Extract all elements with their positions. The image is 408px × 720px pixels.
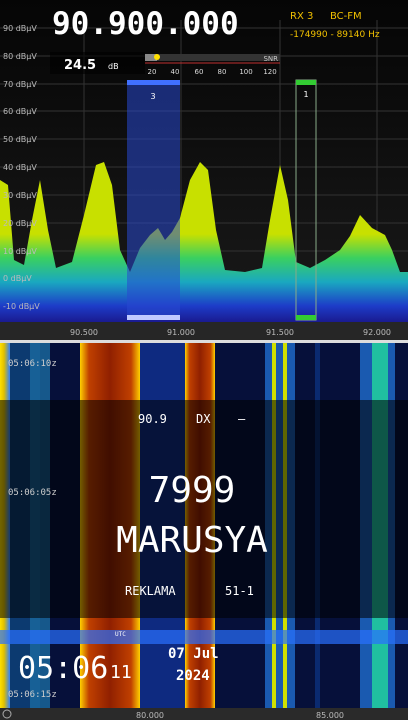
y-label: 90 dBµV (3, 24, 37, 33)
snr-tick: 100 (239, 68, 252, 76)
clock-seconds: 11 (110, 662, 132, 683)
timestamp: 05:06:05z (8, 488, 57, 498)
rds-type: DX (196, 412, 211, 426)
x-label: 90.500 (70, 328, 98, 337)
snr-tick: 120 (263, 68, 276, 76)
x-label: 80.000 (136, 711, 164, 720)
x-label: 91.000 (167, 328, 195, 337)
signal-unit: dB (108, 62, 119, 71)
waterfall-axis: 80.000 85.000 (0, 708, 408, 720)
timestamp: 05:06:15z (8, 690, 57, 700)
clock-time: 05:06 (18, 651, 108, 686)
channel-marker: 1 (303, 90, 308, 99)
waterfall: 05:06:10z 05:06:05z 05:06:15z 90.9 DX – … (0, 343, 408, 708)
snr-tick: 80 (218, 68, 227, 76)
y-label: 10 dBµV (3, 247, 37, 256)
spectrum-panel: 3 1 90 dBµV 80 dBµV 70 dBµV 60 dBµV 50 d… (0, 0, 408, 343)
y-label: 70 dBµV (3, 80, 37, 89)
timestamp: 05:06:10z (8, 359, 57, 369)
mode: BC-FM (330, 11, 362, 22)
clock-zone: UTC (115, 631, 126, 638)
channel-marker: 3 (150, 92, 155, 101)
rds-pi: 7999 (149, 470, 236, 511)
rds-frequency: 90.9 (138, 412, 167, 426)
y-label: 30 dBµV (3, 191, 37, 200)
channel-band (127, 80, 180, 320)
clock-date: 07 Jul (168, 646, 219, 662)
spectrum-trace (0, 162, 408, 322)
frequency: 90.900.000 (52, 6, 239, 42)
y-label: 50 dBµV (3, 135, 37, 144)
y-label: 0 dBµV (3, 274, 32, 283)
x-label: 92.000 (363, 328, 391, 337)
x-label: 85.000 (316, 711, 344, 720)
rds-ps: MARUSYA (116, 520, 268, 561)
receiver: RX 3 (290, 11, 313, 22)
snr-tick: 60 (195, 68, 204, 76)
y-label: 60 dBµV (3, 107, 37, 116)
y-label: 40 dBµV (3, 163, 37, 172)
offset: -174990 - 89140 Hz (290, 30, 380, 40)
clock-year: 2024 (176, 668, 210, 684)
y-label: -10 dBµV (3, 302, 40, 311)
signal-level: 24.5 (64, 58, 96, 73)
rds-code: 51-1 (225, 584, 254, 598)
snr-label: SNR (263, 55, 278, 63)
y-label: 20 dBµV (3, 219, 37, 228)
snr-tick: 40 (171, 68, 180, 76)
rds-rt: REKLAMA (125, 584, 176, 598)
rds-flag: – (238, 412, 246, 426)
x-label: 91.500 (266, 328, 294, 337)
snr-tick: 20 (148, 68, 157, 76)
y-label: 80 dBµV (3, 52, 37, 61)
